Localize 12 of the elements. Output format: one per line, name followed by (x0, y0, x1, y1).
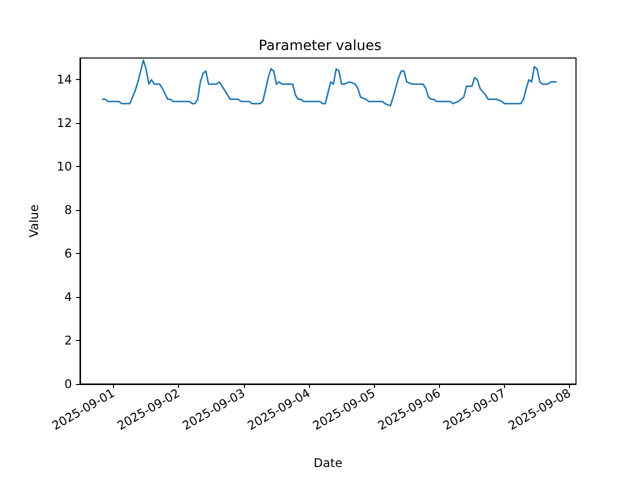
y-tick-label: 4 (64, 290, 72, 304)
y-tick-label: 10 (56, 160, 72, 174)
line-series (102, 59, 557, 107)
y-tick-label: 0 (64, 377, 72, 391)
x-axis-title: Date (314, 456, 342, 470)
y-tick-label: 2 (64, 334, 72, 348)
y-tick-label: 14 (56, 72, 72, 87)
y-tick-label: 12 (56, 116, 72, 130)
y-tick-label: 6 (64, 246, 72, 261)
y-tick-label: 8 (64, 203, 72, 218)
y-axis-title: Value (27, 204, 41, 238)
chart-title: Parameter values (258, 38, 382, 54)
